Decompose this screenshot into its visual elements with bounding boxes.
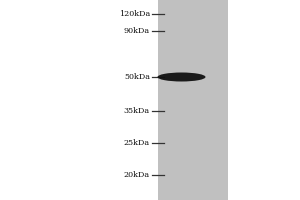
Text: 20kDa: 20kDa [124,171,150,179]
Text: 90kDa: 90kDa [124,27,150,35]
Text: 25kDa: 25kDa [124,139,150,147]
Text: 120kDa: 120kDa [119,10,150,18]
Text: 35kDa: 35kDa [124,107,150,115]
Text: 50kDa: 50kDa [124,73,150,81]
Ellipse shape [158,72,206,82]
Bar [158,0,228,200]
